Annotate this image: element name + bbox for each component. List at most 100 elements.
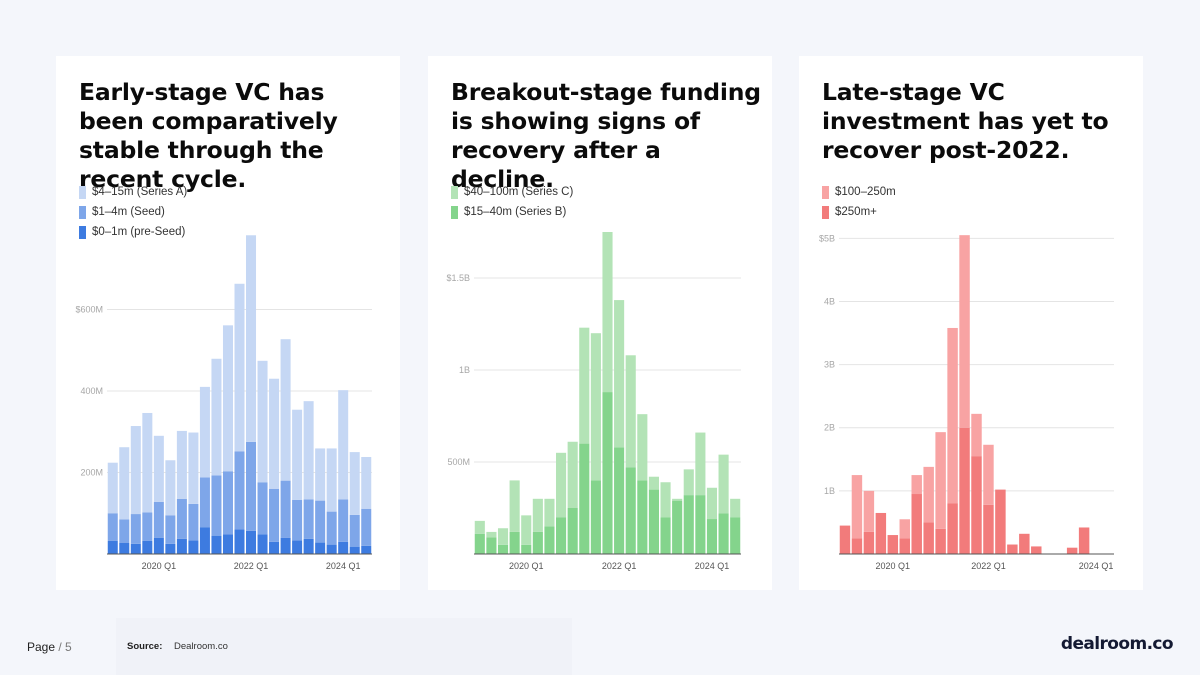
bar-segment — [983, 444, 994, 505]
chart-title: Early-stage VC has been comparatively st… — [79, 78, 338, 193]
page-label: Page — [27, 640, 56, 654]
bar-segment — [660, 517, 671, 554]
source-label: Source: — [127, 641, 163, 652]
chart-card-breakout-stage: Breakout-stage funding is showing signs … — [428, 56, 772, 590]
chart-card-early-stage: Early-stage VC has been comparatively st… — [56, 56, 400, 590]
bar-segment — [246, 441, 257, 531]
bar-segment — [875, 512, 887, 554]
bar-segment — [863, 531, 875, 554]
bar-segment — [1019, 533, 1030, 554]
legend-label: $15–40m (Series B) — [464, 206, 567, 218]
legend-label: $100–250m — [835, 186, 896, 198]
bar-segment — [672, 500, 683, 554]
bar-segment — [315, 500, 326, 543]
bar-segment — [1078, 527, 1090, 554]
legend-label: $4–15m (Series A) — [92, 186, 188, 198]
bar-segment — [257, 482, 268, 535]
bar-segment — [579, 327, 590, 444]
bar-segment — [923, 466, 934, 523]
legend-swatch — [451, 205, 458, 219]
bar-segment — [911, 475, 922, 495]
bar-segment — [718, 454, 729, 514]
bar-segment — [303, 499, 314, 539]
bar-segment — [269, 541, 280, 554]
bar-segment — [303, 538, 314, 554]
early-stage-bar-chart: 200M 400M $600M 2020 Q1 2022 Q1 2024 Q1 — [75, 235, 372, 571]
bar-segment — [211, 475, 222, 536]
brand-logo: dealroom.co — [1060, 634, 1174, 654]
bar-segment — [983, 504, 994, 554]
bar-segment — [637, 480, 648, 554]
bar-segment — [361, 508, 372, 546]
bar-segment — [544, 498, 555, 527]
bar-segment — [199, 527, 210, 554]
bar-segment — [188, 432, 199, 504]
bar-segment — [176, 498, 187, 539]
bar-segment — [971, 413, 982, 457]
legend-item-series-a: $4–15m (Series A) — [79, 182, 187, 202]
bar-segment — [730, 498, 741, 518]
bar-segment — [326, 544, 337, 554]
x-tick-label: 2020 Q1 — [142, 561, 177, 571]
bar-segment — [509, 480, 520, 532]
bar-segment — [280, 537, 291, 554]
y-tick-label: 3B — [824, 360, 835, 370]
legend-swatch — [822, 185, 829, 199]
bar-segment — [269, 488, 280, 542]
bar-segment — [497, 544, 509, 554]
bar-segment — [326, 511, 337, 545]
legend-label: $0–1m (pre-Seed) — [92, 226, 186, 238]
bar-segment — [246, 530, 257, 554]
bar-segment — [521, 515, 532, 545]
bar-segment — [614, 447, 625, 554]
legend-item-250m-plus: $250m+ — [822, 202, 896, 222]
legend-item-series-b: $15–40m (Series B) — [451, 202, 573, 222]
bar-segment — [188, 540, 199, 554]
bar-segment — [706, 519, 718, 554]
x-tick-label: 2024 Q1 — [1079, 561, 1114, 571]
chart-legend: $4–15m (Series A) $1–4m (Seed) $0–1m (pr… — [79, 182, 187, 242]
y-tick-label: 1B — [824, 486, 835, 496]
bar-segment — [292, 499, 303, 541]
bar-segment — [165, 543, 176, 554]
late-stage-bar-chart: 1B 2B 3B 4B $5B 2020 Q1 2022 Q1 2024 Q1 — [819, 233, 1114, 571]
bar-segment — [660, 482, 671, 518]
bar-segment — [349, 452, 360, 515]
bar-segment — [361, 456, 372, 509]
bar-segment — [887, 535, 899, 554]
bar-segment — [303, 401, 314, 500]
bar-segment — [590, 333, 601, 481]
bar-segment — [199, 386, 210, 478]
bar-segment — [648, 476, 659, 490]
y-tick-label: 200M — [80, 467, 103, 477]
chart-card-late-stage: Late-stage VC investment has yet to reco… — [799, 56, 1143, 590]
legend-label: $250m+ — [835, 206, 877, 218]
bar-segment — [556, 517, 567, 554]
bar-segment — [199, 477, 210, 528]
bar-segment — [176, 430, 187, 499]
bar-segment — [695, 495, 706, 554]
bar-segment — [107, 462, 118, 514]
bar-segment — [326, 448, 337, 512]
bar-segment — [153, 537, 164, 554]
bar-segment — [130, 543, 141, 554]
legend-swatch — [79, 185, 86, 199]
bar-segment — [521, 544, 532, 554]
x-tick-label: 2022 Q1 — [602, 561, 637, 571]
bar-segment — [292, 409, 303, 500]
bar-segment — [234, 451, 245, 530]
bar-segment — [899, 538, 910, 554]
bar-segment — [486, 537, 497, 554]
source-value: Dealroom.co — [174, 641, 228, 652]
legend-swatch — [79, 225, 86, 239]
bar-segment — [349, 514, 360, 547]
y-tick-label: 1B — [459, 365, 470, 375]
bar-segment — [142, 512, 153, 541]
bar-segment — [567, 441, 578, 508]
bar-segment — [222, 471, 233, 535]
bar-segment — [107, 513, 118, 541]
bar-segment — [532, 531, 543, 554]
chart-title: Late-stage VC investment has yet to reco… — [822, 78, 1109, 164]
bar-segment — [625, 467, 636, 554]
y-tick-label: 400M — [80, 386, 103, 396]
